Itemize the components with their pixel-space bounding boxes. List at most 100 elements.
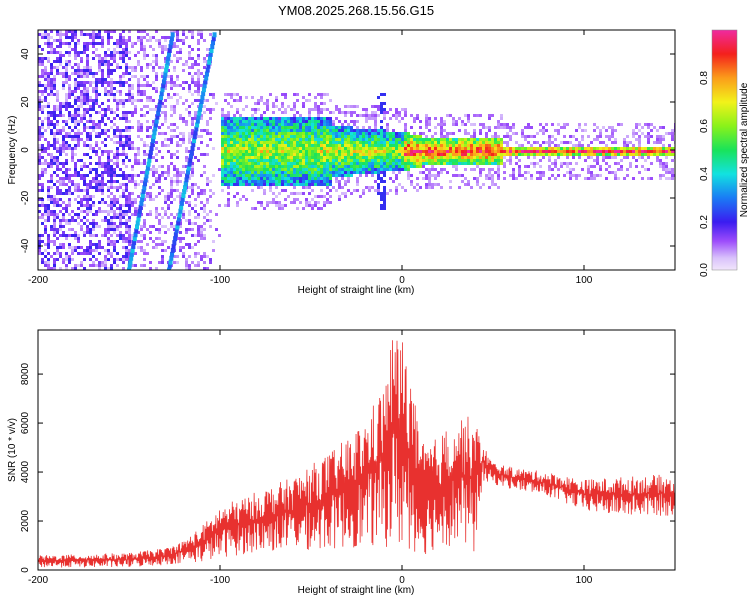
spectrogram-cell	[326, 141, 329, 144]
spectrogram-cell	[494, 144, 497, 147]
spectrogram-cell	[209, 93, 212, 96]
spectrogram-cell	[95, 81, 98, 84]
spectrogram-cell	[254, 153, 257, 156]
spectrogram-cell	[512, 150, 515, 153]
spectrogram-cell	[344, 168, 347, 171]
spectrogram-cell	[455, 138, 458, 141]
spectrogram-cell	[467, 144, 470, 147]
spectrogram-cell	[614, 174, 617, 177]
spectrogram-cell	[572, 135, 575, 138]
spectrogram-cell	[206, 48, 209, 51]
spectrogram-cell	[185, 147, 188, 150]
spectrogram-cell	[164, 84, 167, 87]
spectrogram-cell	[380, 135, 383, 138]
spectrogram-cell	[371, 111, 374, 114]
spectrogram-cell	[56, 198, 59, 201]
spectrogram-cell	[608, 156, 611, 159]
spectrogram-cell	[59, 198, 62, 201]
spectrogram-cell	[80, 114, 83, 117]
spectrogram-cell	[275, 117, 278, 120]
spectrogram-cell	[419, 156, 422, 159]
spectrogram-cell	[155, 177, 158, 180]
spectrogram-cell	[50, 63, 53, 66]
spectrogram-cell	[461, 147, 464, 150]
spectrogram-cell	[47, 207, 50, 210]
spectrogram-cell	[86, 75, 89, 78]
spectrogram-cell	[194, 99, 197, 102]
spectrogram-cell	[83, 165, 86, 168]
spectrogram-cell	[77, 171, 80, 174]
spectrogram-cell	[287, 126, 290, 129]
spectrogram-cell	[242, 195, 245, 198]
spectrogram-cell	[50, 228, 53, 231]
spectrogram-cell	[341, 147, 344, 150]
spectrogram-cell	[479, 156, 482, 159]
spectrogram-cell	[428, 153, 431, 156]
spectrogram-cell	[197, 39, 200, 42]
spectrogram-cell	[110, 159, 113, 162]
spectrogram-cell	[572, 174, 575, 177]
spectrogram-cell	[41, 189, 44, 192]
spectrogram-cell	[494, 159, 497, 162]
spectrogram-cell	[311, 183, 314, 186]
spectrogram-cell	[428, 117, 431, 120]
spectrogram-cell	[266, 165, 269, 168]
spectrogram-cell	[473, 177, 476, 180]
spectrogram-cell	[104, 60, 107, 63]
spectrogram-cell	[41, 69, 44, 72]
spectrogram-cell	[161, 189, 164, 192]
spectrogram-cell	[350, 165, 353, 168]
spectrogram-cell	[350, 150, 353, 153]
spectrogram-cell	[227, 165, 230, 168]
spectrogram-cell	[197, 228, 200, 231]
spectrogram-cell	[179, 132, 182, 135]
spectrogram-cell	[101, 132, 104, 135]
spectrogram-cell	[128, 180, 131, 183]
spectrogram-cell	[314, 126, 317, 129]
spectrogram-cell	[62, 141, 65, 144]
spectrogram-cell	[179, 117, 182, 120]
spectrogram-cell	[137, 93, 140, 96]
spectrogram-cell	[314, 168, 317, 171]
spectrogram-cell	[398, 162, 401, 165]
spectrogram-cell	[95, 210, 98, 213]
spectrogram-cell	[98, 180, 101, 183]
streak-cell	[200, 95, 205, 101]
streak-cell	[129, 255, 134, 261]
spectrogram-cell	[527, 156, 530, 159]
spectrogram-cell	[113, 132, 116, 135]
spectrogram-cell	[50, 144, 53, 147]
streak-cell	[169, 255, 174, 261]
spectrogram-cell	[395, 186, 398, 189]
spectrogram-cell	[359, 135, 362, 138]
spectrogram-cell	[182, 171, 185, 174]
spectrogram-cell	[65, 51, 68, 54]
spectrogram-cell	[128, 51, 131, 54]
spectrogram-cell	[578, 150, 581, 153]
spectrogram-cell	[233, 114, 236, 117]
spectrogram-cell	[302, 120, 305, 123]
spectrogram-cell	[161, 258, 164, 261]
spectrogram-cell	[251, 135, 254, 138]
spectrogram-cell	[491, 114, 494, 117]
spectrogram-cell	[74, 171, 77, 174]
spectrogram-cell	[443, 156, 446, 159]
spectrogram-cell	[77, 87, 80, 90]
streak-cell	[139, 200, 144, 206]
streak-cell	[197, 110, 202, 116]
spectrogram-cell	[323, 153, 326, 156]
spectrogram-cell	[119, 75, 122, 78]
spectrogram-cell	[344, 183, 347, 186]
spectrogram-cell	[314, 150, 317, 153]
spectrogram-cell	[122, 237, 125, 240]
spectrogram-cell	[605, 144, 608, 147]
spectrogram-cell	[416, 138, 419, 141]
spectrogram-cell	[263, 192, 266, 195]
spectrogram-cell	[332, 120, 335, 123]
spectrogram-cell	[440, 147, 443, 150]
spectrogram-cell	[53, 39, 56, 42]
spectrogram-cell	[203, 129, 206, 132]
spectrogram-cell	[104, 138, 107, 141]
spectrogram-cell	[101, 120, 104, 123]
spectrogram-cell	[128, 57, 131, 60]
